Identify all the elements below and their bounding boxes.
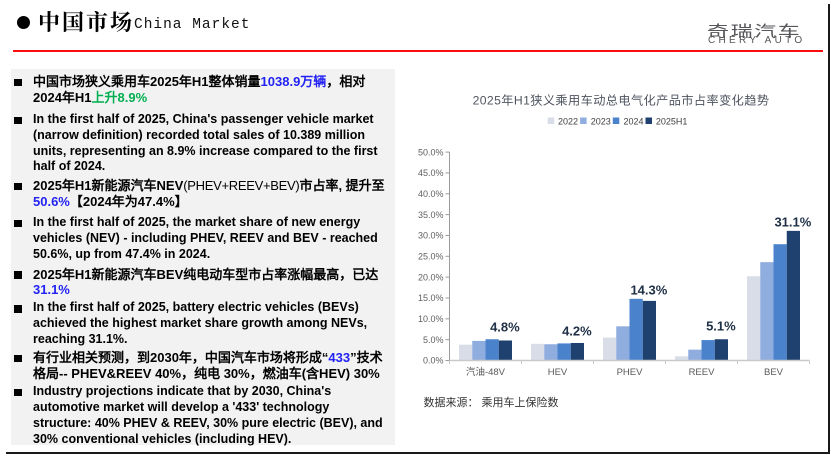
svg-text:4.8%: 4.8% [490,320,520,335]
svg-text:10.0%: 10.0% [418,314,444,324]
svg-text:数据来源： 乘用车上保险数: 数据来源： 乘用车上保险数 [424,395,559,409]
svg-text:5.0%: 5.0% [423,335,444,345]
svg-text:REEV: REEV [689,367,716,378]
svg-text:2025H1: 2025H1 [656,116,688,126]
svg-text:2025年H1狭义乘用车动总电气化产品市占率变化趋势: 2025年H1狭义乘用车动总电气化产品市占率变化趋势 [473,93,770,108]
svg-text:0.0%: 0.0% [423,356,444,366]
svg-text:35.0%: 35.0% [418,210,444,220]
svg-text:4.2%: 4.2% [562,324,592,339]
svg-text:2022: 2022 [558,116,578,126]
svg-text:2024: 2024 [624,116,644,126]
svg-text:汽油-48V: 汽油-48V [466,366,506,378]
svg-text:31.1%: 31.1% [774,215,811,230]
svg-text:15.0%: 15.0% [418,293,444,303]
svg-text:45.0%: 45.0% [418,168,444,178]
svg-text:40.0%: 40.0% [418,189,444,199]
svg-text:14.3%: 14.3% [630,283,667,298]
svg-text:BEV: BEV [764,367,784,378]
svg-text:2023: 2023 [591,116,611,126]
svg-text:30.0%: 30.0% [418,231,444,241]
svg-text:5.1%: 5.1% [706,319,736,334]
svg-text:25.0%: 25.0% [418,252,444,262]
svg-text:50.0%: 50.0% [418,147,444,157]
svg-text:20.0%: 20.0% [418,272,444,282]
svg-text:PHEV: PHEV [617,367,644,378]
svg-text:HEV: HEV [548,367,568,378]
